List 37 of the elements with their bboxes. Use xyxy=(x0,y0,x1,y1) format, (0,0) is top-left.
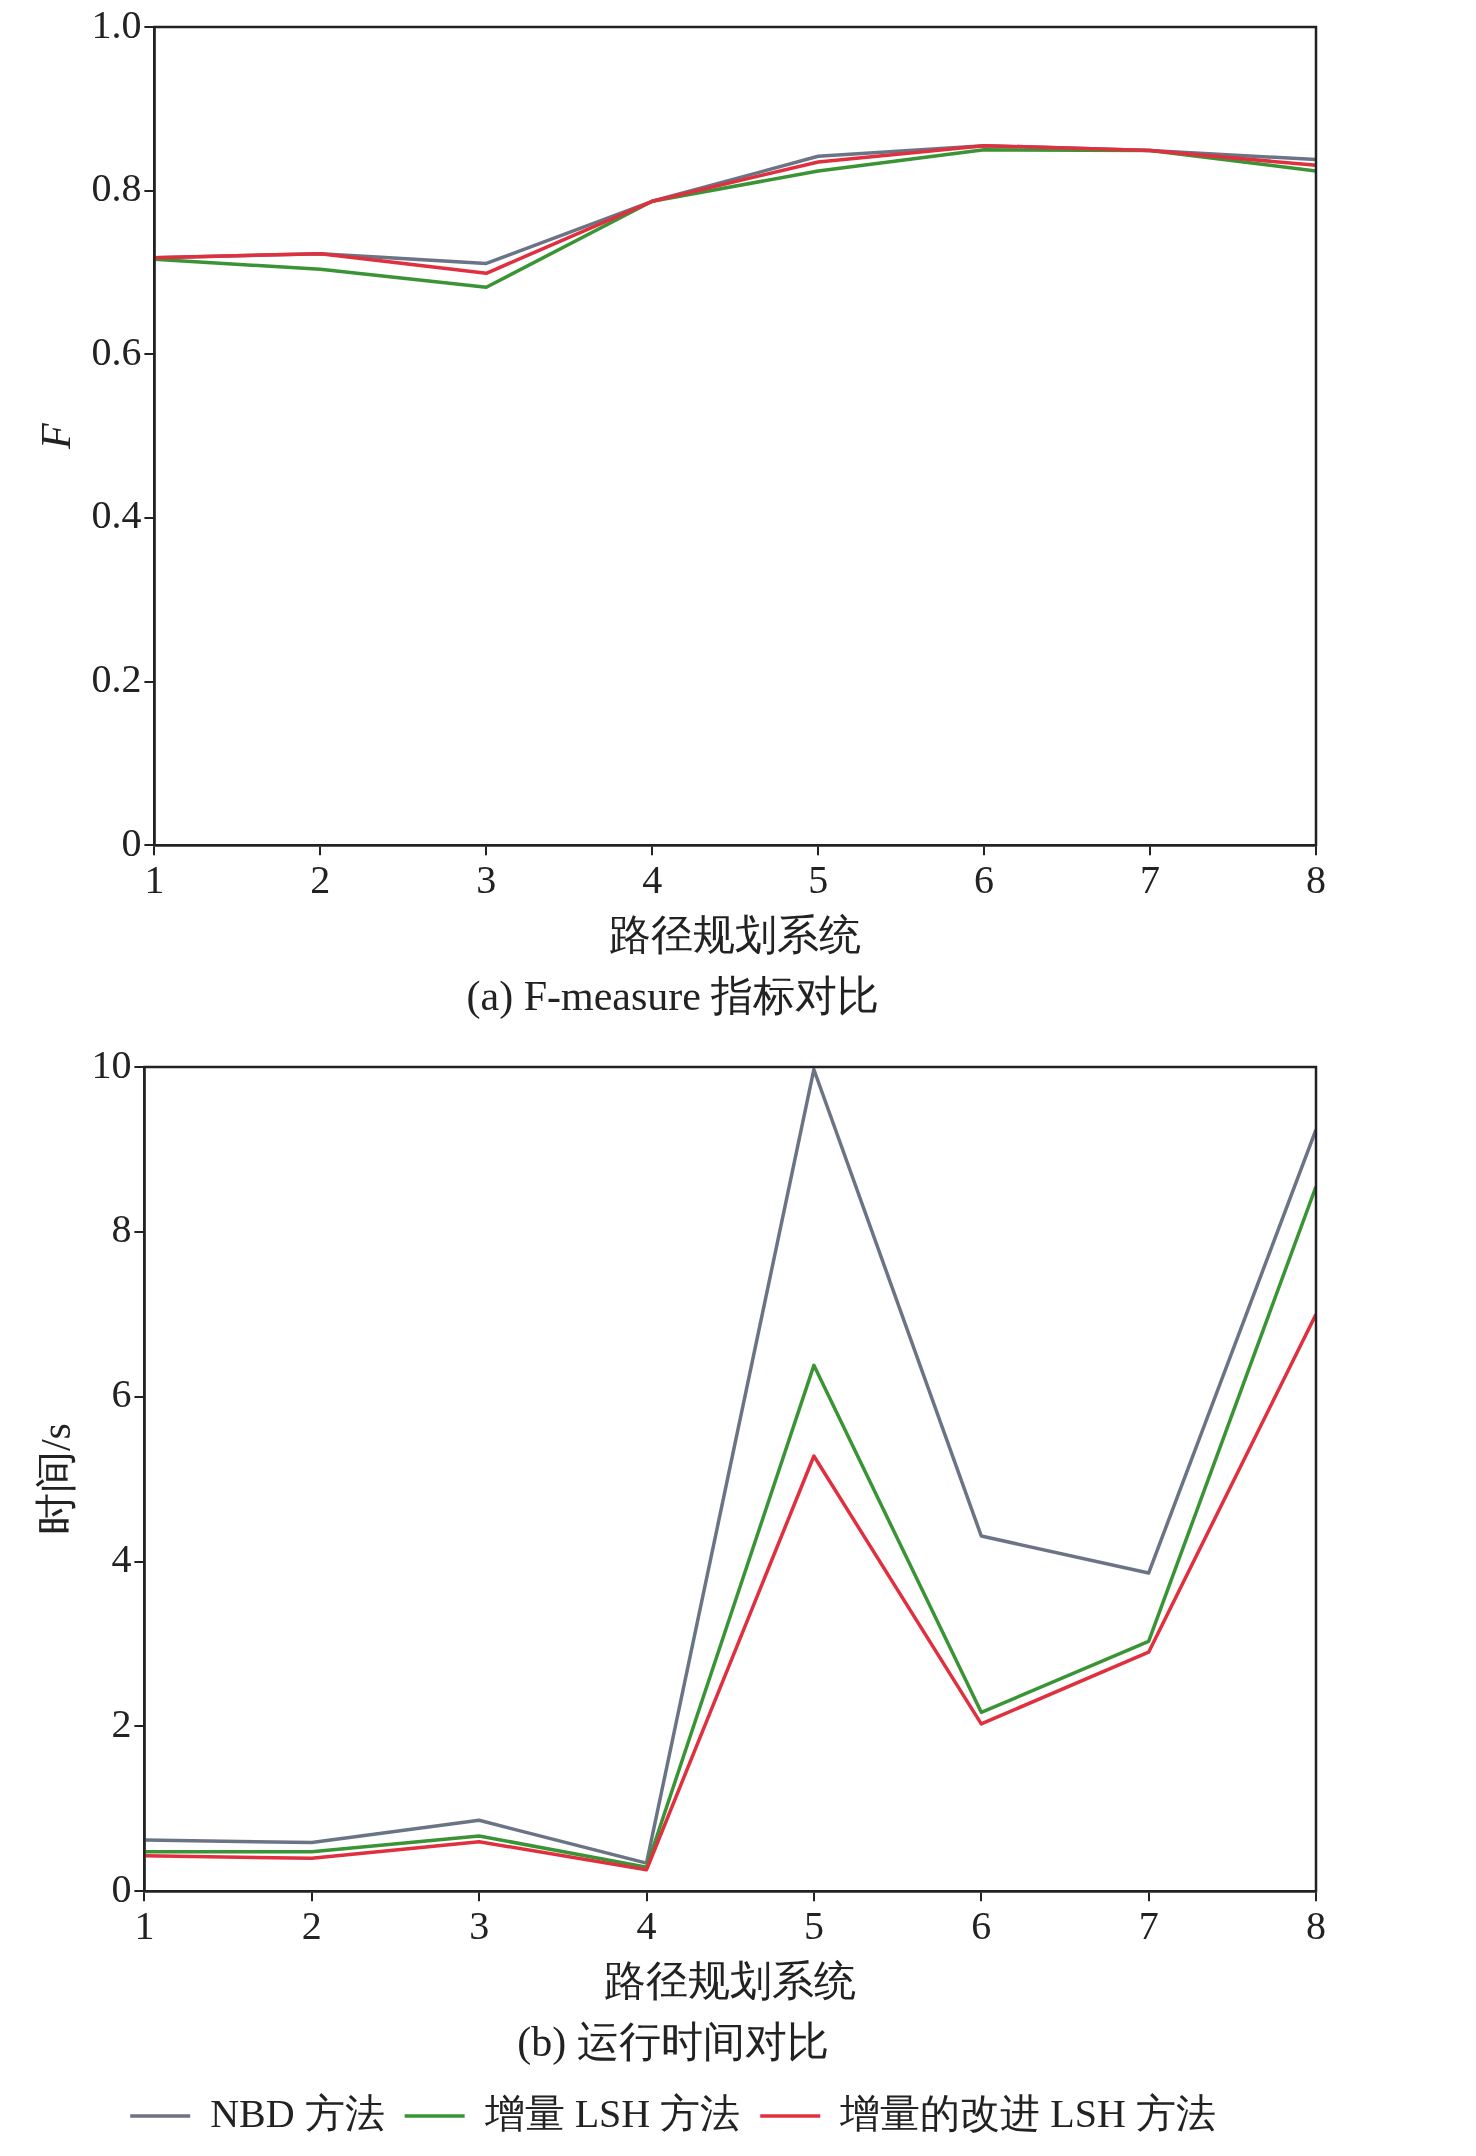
x-tick-label: 4 xyxy=(636,1902,657,1948)
legend-label: 增量 LSH 方法 xyxy=(483,2090,741,2136)
x-tick-label: 7 xyxy=(1138,1902,1159,1948)
x-axis-title: 路径规划系统 xyxy=(609,912,862,959)
y-tick-label: 0.4 xyxy=(91,492,142,538)
y-tick-label: 0.2 xyxy=(91,656,142,702)
y-axis-title: F xyxy=(33,422,80,450)
x-tick-label: 5 xyxy=(803,1902,824,1948)
y-tick-label: 2 xyxy=(111,1700,132,1746)
x-tick-label: 8 xyxy=(1306,856,1326,902)
x-tick-label: 6 xyxy=(974,856,995,902)
y-tick-label: 0.8 xyxy=(91,165,142,211)
x-tick-label: 1 xyxy=(134,1902,155,1948)
y-tick-label: 6 xyxy=(111,1371,132,1417)
x-tick-label: 8 xyxy=(1306,1902,1326,1948)
x-tick-label: 3 xyxy=(469,1902,490,1948)
x-tick-label: 5 xyxy=(808,856,829,902)
x-tick-label: 6 xyxy=(971,1902,992,1948)
y-tick-label: 4 xyxy=(111,1536,132,1582)
x-tick-label: 2 xyxy=(310,856,331,902)
text: (a) F-measure 指标对比 xyxy=(466,972,880,1020)
y-tick-label: 1.0 xyxy=(91,1,142,47)
legend-label: 增量的改进 LSH 方法 xyxy=(839,2090,1216,2136)
y-tick-label: 8 xyxy=(111,1206,132,1252)
y-tick-label: 0.6 xyxy=(91,328,142,374)
y-tick-label: 0 xyxy=(121,819,142,865)
x-tick-label: 7 xyxy=(1140,856,1161,902)
legend-label: NBD 方法 xyxy=(210,2090,385,2136)
x-axis-title: 路径规划系统 xyxy=(604,1958,857,2005)
text: (b) 运行时间对比 xyxy=(517,2018,829,2066)
y-tick-label: 10 xyxy=(91,1041,132,1087)
x-tick-label: 1 xyxy=(144,856,165,902)
x-tick-label: 4 xyxy=(642,856,663,902)
x-tick-label: 2 xyxy=(301,1902,322,1948)
y-tick-label: 0 xyxy=(111,1865,132,1911)
y-axis-title: 时间/s xyxy=(33,1423,80,1536)
x-tick-label: 3 xyxy=(476,856,497,902)
